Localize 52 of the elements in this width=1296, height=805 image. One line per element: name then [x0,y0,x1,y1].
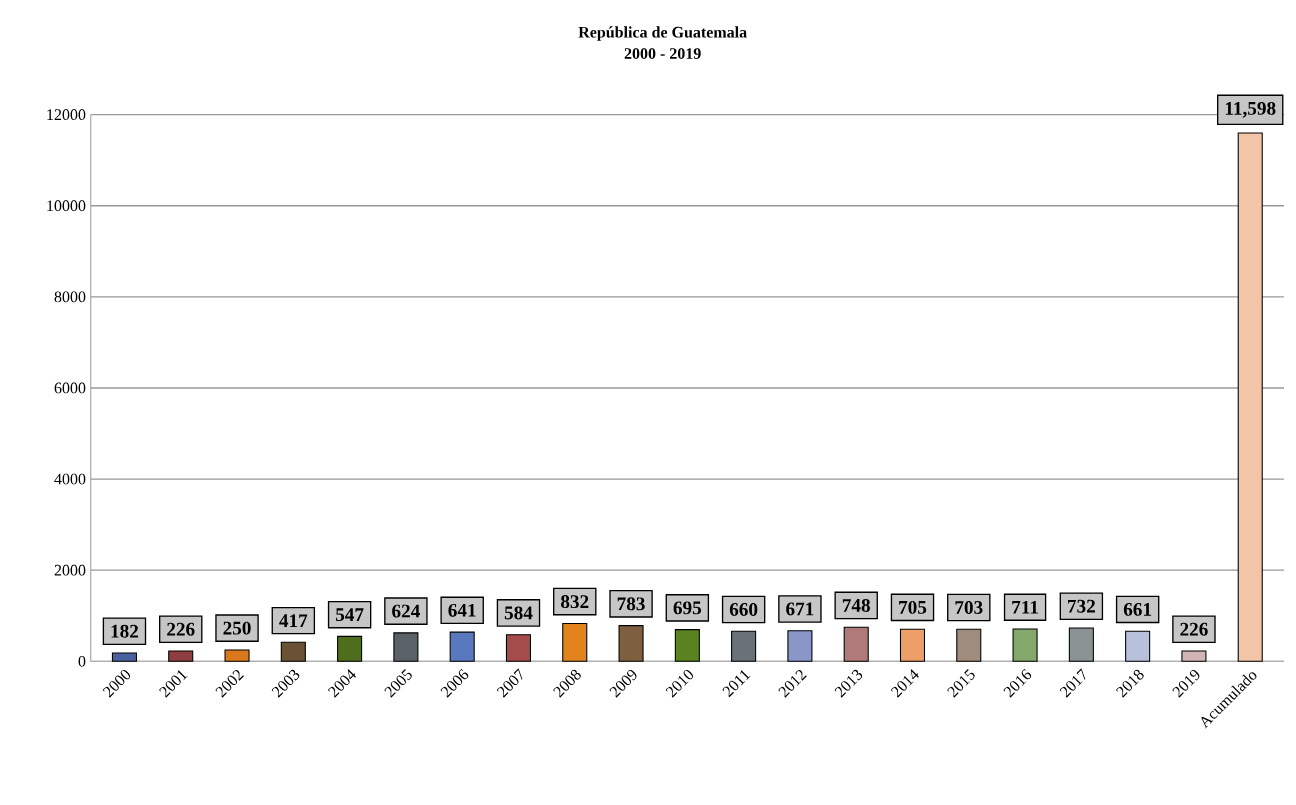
data-label: 641 [448,603,476,617]
data-label: 250 [223,621,251,635]
data-label: 661 [1123,602,1152,616]
data-label: 695 [673,601,702,615]
data-label: 417 [279,614,308,627]
bar [1237,132,1263,662]
data-label: 182 [111,624,139,638]
bar [168,650,194,662]
y-tick-label: 4000 [54,473,86,485]
bar [1125,630,1151,662]
data-label: 624 [392,604,420,618]
bar [1068,627,1094,662]
bar [505,634,532,662]
bar [1012,628,1038,662]
bar [562,622,588,662]
chart-subtitle: 2000 - 2019 [624,48,701,59]
data-label: 584 [504,606,533,620]
data-label: 547 [335,608,364,621]
bar [843,626,869,662]
bar [618,624,644,662]
data-label: 671 [786,602,814,616]
y-tick-label: 12000 [47,109,86,120]
chart-title: República de Guatemala [578,26,747,41]
bar [449,631,475,662]
data-label: 748 [842,598,870,612]
bar [956,628,982,662]
data-label: 832 [560,594,589,608]
bar [899,628,926,662]
x-tick-label: 2011 [722,670,751,698]
bar [787,630,813,662]
bar [111,652,137,662]
bar [337,635,363,662]
data-label: 660 [729,602,758,616]
y-tick-label: 2000 [54,564,86,576]
y-tick-label: 8000 [54,291,86,303]
bar [224,649,250,662]
data-label: 783 [617,597,645,611]
bar [393,632,419,662]
data-label: 11,598 [1225,101,1276,118]
data-label: 732 [1068,599,1095,613]
bar [731,630,757,662]
bar [1181,650,1207,662]
y-tick-label: 6000 [54,382,86,394]
data-label: 703 [955,600,983,614]
data-label: 226 [1180,622,1208,636]
data-label: 226 [167,622,195,636]
bar [674,628,700,662]
data-label: 711 [1012,600,1038,614]
data-label: 705 [899,600,927,614]
y-tick-label: 0 [78,655,86,667]
y-tick-label: 10000 [47,200,86,211]
bar [280,641,306,662]
